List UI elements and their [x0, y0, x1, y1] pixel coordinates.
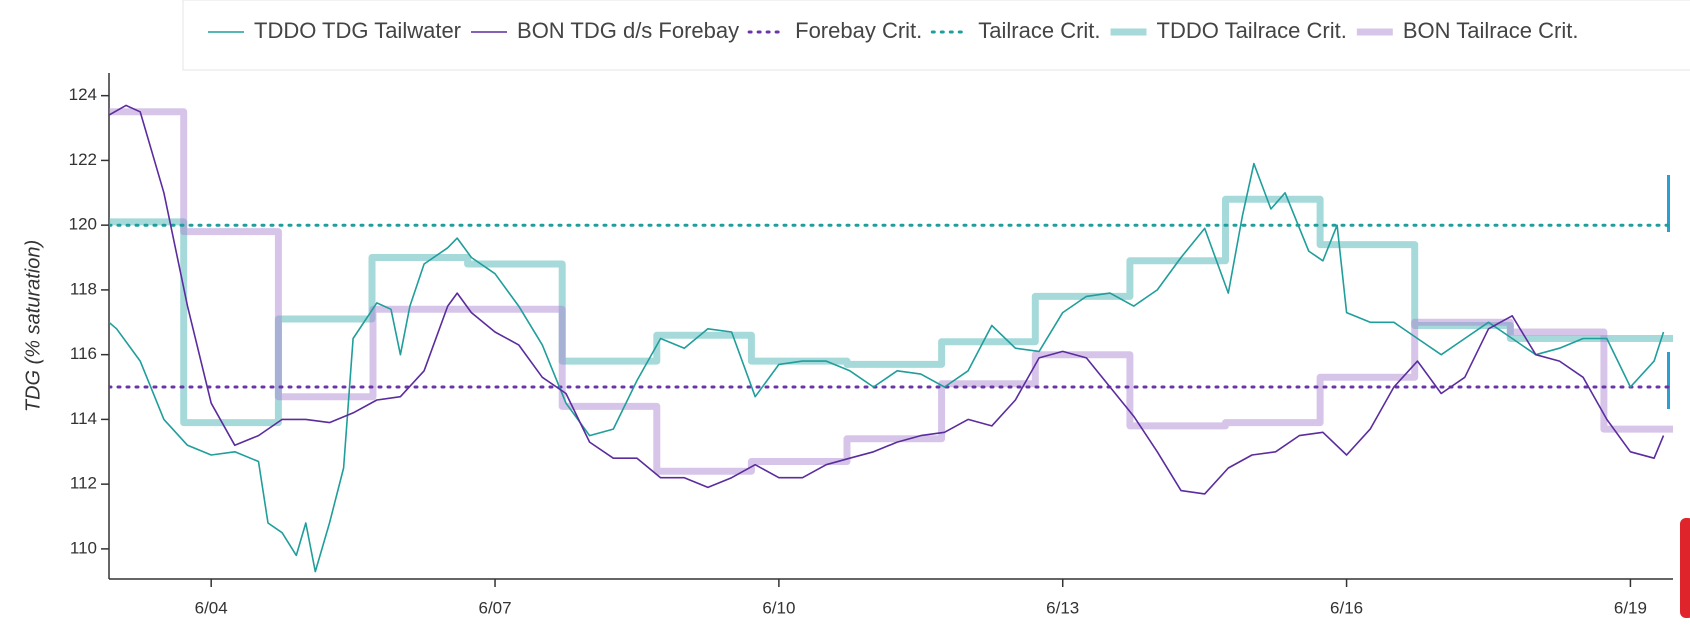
y-tick-label: 118: [70, 279, 97, 298]
x-tick-label: 6/07: [478, 598, 511, 617]
x-tick-label: 6/19: [1614, 598, 1647, 617]
series-line: [109, 162, 1665, 573]
legend-label: TDDO TDG Tailwater: [254, 18, 461, 43]
y-tick-label: 110: [70, 538, 97, 557]
legend-label: Tailrace Crit.: [978, 18, 1100, 43]
y-tick-label: 112: [70, 474, 97, 493]
y-tick-label: 114: [70, 409, 97, 428]
side-marker: [1667, 352, 1670, 409]
legend-label: Forebay Crit.: [795, 18, 922, 43]
series-line: [109, 195, 1673, 427]
y-axis-label: TDG (% saturation): [22, 240, 44, 412]
side-badge: [1680, 518, 1690, 618]
x-tick-label: 6/16: [1330, 598, 1363, 617]
legend-label: BON TDG d/s Forebay: [517, 18, 739, 43]
y-tick-label: 124: [69, 85, 97, 104]
x-tick-label: 6/10: [762, 598, 795, 617]
x-tick-label: 6/13: [1046, 598, 1079, 617]
side-marker: [1667, 175, 1670, 232]
x-tick-label: 6/04: [195, 598, 228, 617]
series-line: [109, 104, 1665, 495]
y-tick-label: 116: [70, 344, 97, 363]
y-tick-label: 122: [69, 150, 97, 169]
series-line: [109, 108, 1673, 475]
y-tick-label: 120: [69, 215, 97, 234]
legend-label: BON Tailrace Crit.: [1403, 18, 1579, 43]
legend-label: TDDO Tailrace Crit.: [1157, 18, 1347, 43]
